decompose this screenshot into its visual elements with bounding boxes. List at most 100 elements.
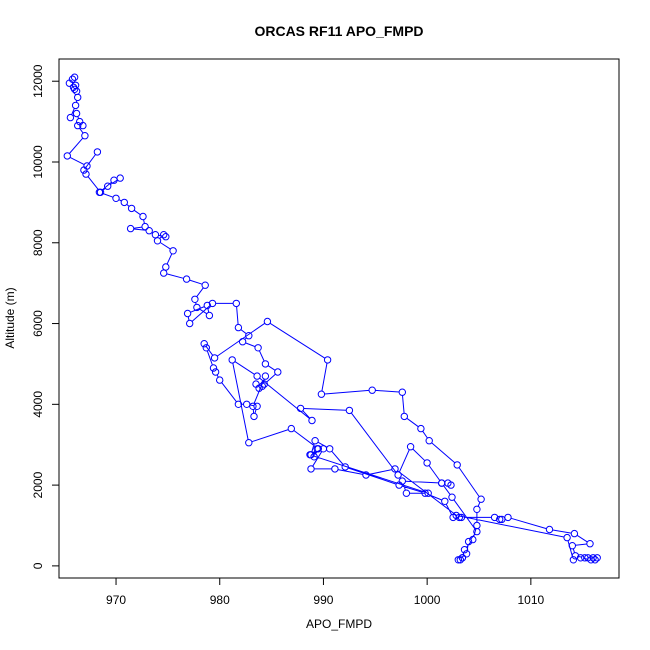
data-point xyxy=(116,174,124,182)
data-point xyxy=(127,204,136,213)
data-point xyxy=(591,556,599,564)
data-point xyxy=(570,529,579,538)
data-point xyxy=(417,424,425,433)
data-point xyxy=(193,303,201,312)
series-layer xyxy=(63,73,601,564)
data-point xyxy=(70,73,79,81)
data-point xyxy=(456,556,464,564)
data-point xyxy=(261,360,270,368)
data-point xyxy=(464,537,473,546)
data-point xyxy=(402,489,411,497)
data-point xyxy=(253,402,261,410)
data-point xyxy=(448,493,456,501)
data-point xyxy=(274,368,282,376)
plot-frame xyxy=(58,58,620,579)
data-point xyxy=(252,380,260,388)
data-point xyxy=(568,542,576,550)
data-point xyxy=(216,376,224,384)
data-point xyxy=(490,513,499,522)
data-point xyxy=(260,380,268,388)
data-point xyxy=(477,495,485,503)
data-point xyxy=(243,400,251,408)
data-point xyxy=(473,505,481,513)
data-point xyxy=(261,372,270,380)
data-point xyxy=(70,85,79,94)
data-point xyxy=(200,340,208,348)
data-point xyxy=(228,356,236,364)
data-point xyxy=(238,338,247,346)
data-point xyxy=(569,556,578,564)
data-point xyxy=(74,93,82,102)
data-point xyxy=(141,222,149,231)
data-point xyxy=(205,311,214,320)
data-point xyxy=(139,212,147,221)
data-point xyxy=(153,237,162,245)
data-point xyxy=(93,148,102,156)
data-point xyxy=(126,224,135,233)
data-point xyxy=(563,533,571,542)
data-point xyxy=(496,515,504,524)
data-point xyxy=(319,445,328,453)
x-tick-label: 970 xyxy=(106,593,126,607)
data-point xyxy=(66,113,75,122)
data-point xyxy=(455,513,463,522)
y-tick-label: 0 xyxy=(31,562,45,569)
x-tick-label: 1010 xyxy=(518,593,545,607)
data-point xyxy=(186,319,194,328)
data-point xyxy=(82,170,90,178)
data-point xyxy=(63,152,72,160)
data-point xyxy=(245,439,253,447)
y-tick-label: 4000 xyxy=(31,391,45,418)
data-point xyxy=(453,461,461,469)
data-point xyxy=(112,194,120,203)
data-point xyxy=(362,471,370,479)
data-point xyxy=(258,382,266,390)
data-point xyxy=(341,463,349,471)
data-point xyxy=(308,416,316,425)
data-point xyxy=(457,513,466,522)
data-point xyxy=(263,317,272,326)
x-axis-label: APO_FMPD xyxy=(306,617,372,631)
data-point xyxy=(245,332,253,340)
data-point xyxy=(306,451,314,459)
data-point xyxy=(323,356,332,364)
y-tick-label: 2000 xyxy=(31,471,45,498)
y-axis: 0 2000 4000 6000 8000 10000 12000 xyxy=(31,64,60,569)
data-point xyxy=(454,556,462,564)
data-point xyxy=(394,471,402,479)
data-point xyxy=(504,513,512,522)
data-point xyxy=(232,299,241,308)
data-point xyxy=(398,388,406,396)
data-point xyxy=(234,400,243,408)
data-point xyxy=(458,554,467,562)
data-point xyxy=(162,233,170,241)
data-point xyxy=(287,424,295,433)
data-point xyxy=(400,412,408,421)
data-point xyxy=(425,437,433,445)
data-point xyxy=(203,301,212,310)
data-point xyxy=(208,299,217,308)
data-point xyxy=(447,481,455,489)
data-point xyxy=(462,550,471,558)
data-point xyxy=(421,489,429,497)
data-point xyxy=(253,372,261,380)
data-point xyxy=(71,101,80,110)
data-point xyxy=(326,445,334,453)
data-point xyxy=(72,109,81,118)
data-point xyxy=(151,231,160,239)
data-point xyxy=(120,198,129,207)
data-point xyxy=(307,465,315,473)
x-axis: 970 980 990 1000 1010 xyxy=(106,577,545,607)
y-tick-label: 6000 xyxy=(31,310,45,337)
data-point xyxy=(587,556,595,564)
data-point xyxy=(391,465,399,473)
data-point xyxy=(571,552,580,560)
data-point xyxy=(210,354,219,362)
data-point xyxy=(79,121,87,130)
x-tick-label: 980 xyxy=(210,593,230,607)
data-point xyxy=(406,443,415,451)
data-point xyxy=(424,489,432,497)
data-point xyxy=(296,404,305,413)
data-point xyxy=(209,364,218,372)
